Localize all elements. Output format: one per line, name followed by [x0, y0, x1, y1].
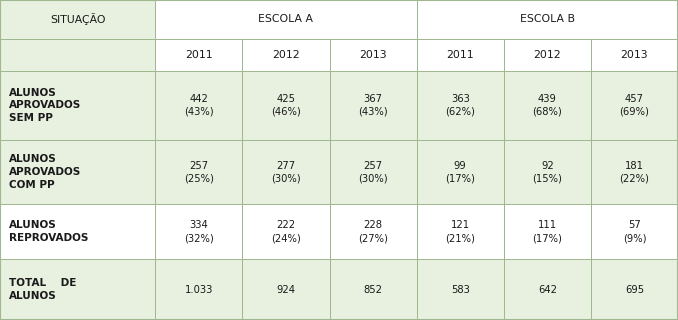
Bar [504, 259, 591, 320]
Text: 2013: 2013 [359, 50, 387, 60]
Text: 439
(68%): 439 (68%) [532, 94, 562, 117]
Bar [504, 38, 591, 71]
Text: 2012: 2012 [534, 50, 561, 60]
Bar [0, 140, 155, 204]
Text: 111
(17%): 111 (17%) [532, 220, 562, 243]
Bar [155, 0, 417, 38]
Bar [330, 259, 417, 320]
Text: 1.033: 1.033 [184, 284, 213, 295]
Text: 277
(30%): 277 (30%) [271, 161, 301, 183]
Text: 222
(24%): 222 (24%) [271, 220, 301, 243]
Bar [417, 259, 504, 320]
Bar [591, 204, 678, 259]
Bar [155, 140, 243, 204]
Bar [155, 38, 243, 71]
Bar [417, 71, 504, 140]
Text: 457
(69%): 457 (69%) [620, 94, 650, 117]
Bar [504, 71, 591, 140]
Bar [330, 38, 417, 71]
Text: 425
(46%): 425 (46%) [271, 94, 301, 117]
Text: ALUNOS
REPROVADOS: ALUNOS REPROVADOS [9, 220, 89, 243]
Text: 924: 924 [277, 284, 296, 295]
Text: 257
(25%): 257 (25%) [184, 161, 214, 183]
Bar [0, 38, 155, 71]
Bar [243, 71, 330, 140]
Text: 92
(15%): 92 (15%) [532, 161, 562, 183]
Text: TOTAL    DE
ALUNOS: TOTAL DE ALUNOS [9, 278, 77, 301]
Text: SITUAÇÃO: SITUAÇÃO [50, 13, 105, 25]
Text: 2012: 2012 [272, 50, 300, 60]
Text: 583: 583 [451, 284, 470, 295]
Bar [417, 38, 504, 71]
Bar [0, 71, 155, 140]
Text: 99
(17%): 99 (17%) [445, 161, 475, 183]
Text: 228
(27%): 228 (27%) [358, 220, 388, 243]
Text: 363
(62%): 363 (62%) [445, 94, 475, 117]
Bar [330, 140, 417, 204]
Bar [591, 71, 678, 140]
Text: 181
(22%): 181 (22%) [620, 161, 650, 183]
Bar [155, 259, 243, 320]
Bar [243, 140, 330, 204]
Text: 442
(43%): 442 (43%) [184, 94, 214, 117]
Bar [155, 204, 243, 259]
Bar [417, 140, 504, 204]
Bar [591, 259, 678, 320]
Bar [243, 38, 330, 71]
Bar [591, 140, 678, 204]
Text: 2011: 2011 [446, 50, 474, 60]
Bar [0, 204, 155, 259]
Bar [417, 0, 678, 38]
Text: ALUNOS
APROVADOS
SEM PP: ALUNOS APROVADOS SEM PP [9, 88, 81, 123]
Text: 121
(21%): 121 (21%) [445, 220, 475, 243]
Text: ESCOLA B: ESCOLA B [520, 14, 575, 24]
Bar [155, 71, 243, 140]
Bar [243, 204, 330, 259]
Bar [0, 0, 155, 38]
Text: 257
(30%): 257 (30%) [358, 161, 388, 183]
Bar [330, 204, 417, 259]
Bar [0, 259, 155, 320]
Text: 367
(43%): 367 (43%) [358, 94, 388, 117]
Text: 334
(32%): 334 (32%) [184, 220, 214, 243]
Text: 2011: 2011 [185, 50, 213, 60]
Text: ESCOLA A: ESCOLA A [258, 14, 313, 24]
Text: 695: 695 [625, 284, 644, 295]
Bar [243, 259, 330, 320]
Text: 57
(9%): 57 (9%) [622, 220, 646, 243]
Bar [330, 71, 417, 140]
Bar [417, 204, 504, 259]
Bar [591, 38, 678, 71]
Text: 2013: 2013 [620, 50, 648, 60]
Text: 852: 852 [363, 284, 382, 295]
Text: ALUNOS
APROVADOS
COM PP: ALUNOS APROVADOS COM PP [9, 154, 81, 190]
Bar [504, 140, 591, 204]
Text: 642: 642 [538, 284, 557, 295]
Bar [504, 204, 591, 259]
